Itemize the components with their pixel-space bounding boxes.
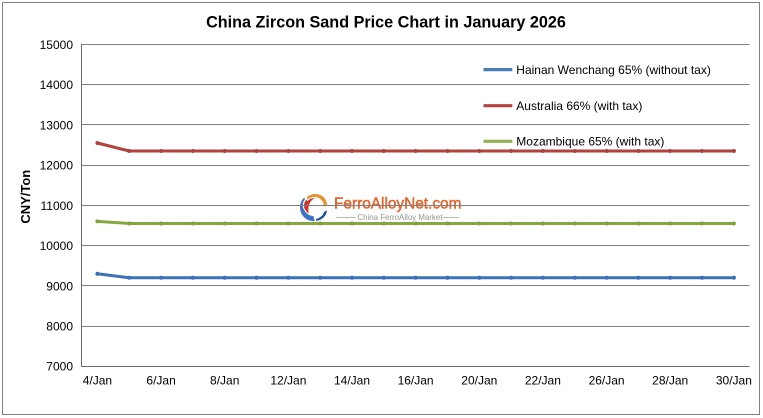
svg-text:12000: 12000 [40,158,74,172]
svg-text:7000: 7000 [46,360,73,374]
svg-text:9000: 9000 [46,279,73,293]
svg-text:20/Jan: 20/Jan [461,374,497,388]
svg-text:CNY/Ton: CNY/Ton [18,170,33,224]
svg-text:China FerroAlloy Market: China FerroAlloy Market [357,213,443,222]
svg-text:Mozambique 65% (with tax): Mozambique 65% (with tax) [516,135,664,149]
svg-text:13000: 13000 [40,118,74,132]
svg-text:30/Jan: 30/Jan [716,374,752,388]
svg-text:14000: 14000 [40,78,74,92]
svg-text:Hainan Wenchang 65% (without t: Hainan Wenchang 65% (without tax) [516,63,711,77]
svg-text:FerroAlloyNet.com: FerroAlloyNet.com [334,196,461,213]
svg-text:15000: 15000 [40,38,74,52]
svg-text:8/Jan: 8/Jan [210,374,239,388]
svg-text:11000: 11000 [41,199,74,213]
svg-text:6/Jan: 6/Jan [146,374,175,388]
svg-text:14/Jan: 14/Jan [334,374,370,388]
svg-text:12/Jan: 12/Jan [270,374,306,388]
svg-text:China Zircon Sand Price Chart: China Zircon Sand Price Chart in January… [206,14,566,32]
svg-text:8000: 8000 [46,319,73,333]
svg-text:26/Jan: 26/Jan [589,374,625,388]
svg-text:28/Jan: 28/Jan [652,374,688,388]
svg-text:10000: 10000 [40,239,74,253]
svg-text:22/Jan: 22/Jan [525,374,561,388]
svg-text:Australia 66% (with tax): Australia 66% (with tax) [516,99,642,113]
svg-text:4/Jan: 4/Jan [83,374,112,388]
svg-text:16/Jan: 16/Jan [398,374,434,388]
